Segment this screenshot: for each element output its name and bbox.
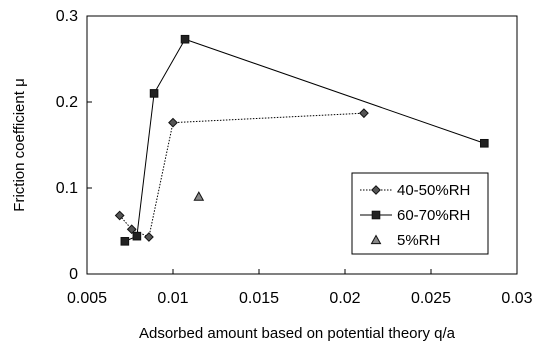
data-point-40-50-rh bbox=[359, 108, 369, 119]
data-point-40-50-rh bbox=[168, 117, 178, 128]
y-tick-label: 0.1 bbox=[56, 180, 78, 197]
data-point-60-70-rh bbox=[132, 231, 142, 241]
x-axis-ticks: 0.005 0.01 0.015 0.02 0.025 0.03 bbox=[67, 269, 533, 307]
legend-marker-40-50-rh bbox=[371, 185, 381, 195]
x-tick-label: 0.03 bbox=[501, 290, 532, 307]
legend-marker-5-rh bbox=[370, 234, 382, 245]
data-point-60-70-rh bbox=[120, 237, 130, 246]
x-tick-label: 0.01 bbox=[157, 290, 188, 307]
y-tick-label: 0.3 bbox=[56, 8, 78, 25]
y-axis-ticks: 0 0.1 0.2 0.3 bbox=[56, 8, 92, 283]
legend-label-5-rh: 5%RH bbox=[397, 232, 440, 249]
y-tick-label: 0 bbox=[69, 266, 78, 283]
data-point-60-70-rh bbox=[480, 138, 489, 148]
y-tick-label: 0.2 bbox=[56, 94, 78, 111]
legend-label-40-50-rh: 40-50%RH bbox=[397, 182, 470, 199]
x-tick-label: 0.005 bbox=[67, 290, 107, 307]
data-point-60-70-rh bbox=[149, 89, 159, 98]
data-point-40-50-rh bbox=[126, 224, 137, 235]
series-points bbox=[114, 34, 489, 246]
data-point-40-50-rh bbox=[144, 232, 154, 242]
x-tick-label: 0.015 bbox=[239, 290, 279, 307]
y-axis-title: Friction coefficient μ bbox=[11, 78, 28, 211]
legend-marker-60-70-rh bbox=[371, 210, 381, 220]
legend: 40-50%RH 60-70%RH 5%RH bbox=[351, 172, 489, 255]
x-tick-label: 0.025 bbox=[411, 290, 451, 307]
data-point-60-70-rh bbox=[180, 34, 190, 44]
x-tick-label: 0.02 bbox=[329, 290, 360, 307]
x-axis-title: Adsorbed amount based on potential theor… bbox=[139, 325, 456, 342]
legend-label-60-70-rh: 60-70%RH bbox=[397, 207, 470, 224]
data-point-5-rh bbox=[193, 191, 205, 201]
data-point-40-50-rh bbox=[114, 210, 125, 221]
